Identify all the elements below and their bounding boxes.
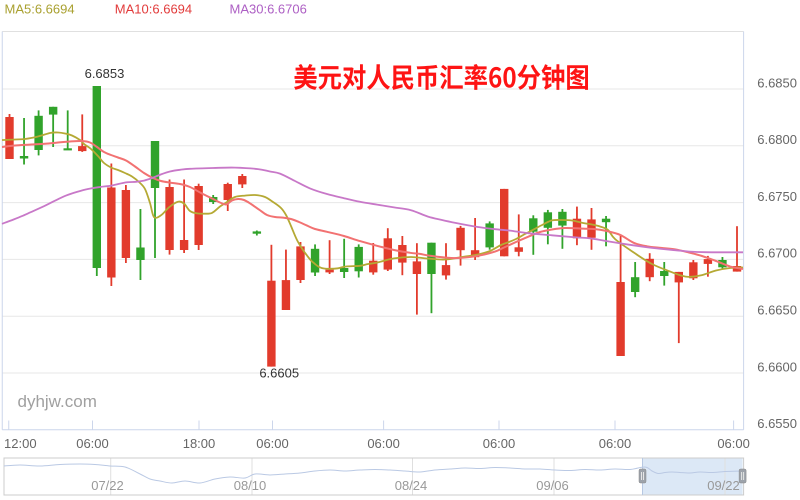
svg-text:06:00: 06:00 [256,436,289,451]
svg-text:6.6650: 6.6650 [757,303,797,318]
svg-text:6.6605: 6.6605 [259,366,299,381]
svg-text:12:00: 12:00 [4,436,37,451]
svg-text:09/22: 09/22 [707,478,740,493]
svg-text:06:00: 06:00 [483,436,516,451]
svg-text:06:00: 06:00 [76,436,109,451]
svg-text:6.6600: 6.6600 [757,359,797,374]
svg-text:18:00: 18:00 [183,436,216,451]
svg-text:MA10:6.6694: MA10:6.6694 [115,2,192,17]
svg-text:08/24: 08/24 [395,478,428,493]
svg-text:06:00: 06:00 [599,436,632,451]
svg-text:6.6700: 6.6700 [757,246,797,261]
svg-text:06:00: 06:00 [367,436,400,451]
svg-text:MA30:6.6706: MA30:6.6706 [230,2,307,17]
svg-text:09/06: 09/06 [536,478,569,493]
svg-text:6.6853: 6.6853 [85,66,125,81]
svg-text:6.6750: 6.6750 [757,189,797,204]
svg-text:6.6850: 6.6850 [757,75,797,90]
svg-text:08/10: 08/10 [234,478,267,493]
svg-text:MA5:6.6694: MA5:6.6694 [5,2,75,17]
svg-text:07/22: 07/22 [91,478,124,493]
svg-text:dyhjw.com: dyhjw.com [18,392,97,411]
svg-text:06:00: 06:00 [717,436,750,451]
svg-text:6.6800: 6.6800 [757,132,797,147]
svg-text:6.6550: 6.6550 [757,416,797,431]
